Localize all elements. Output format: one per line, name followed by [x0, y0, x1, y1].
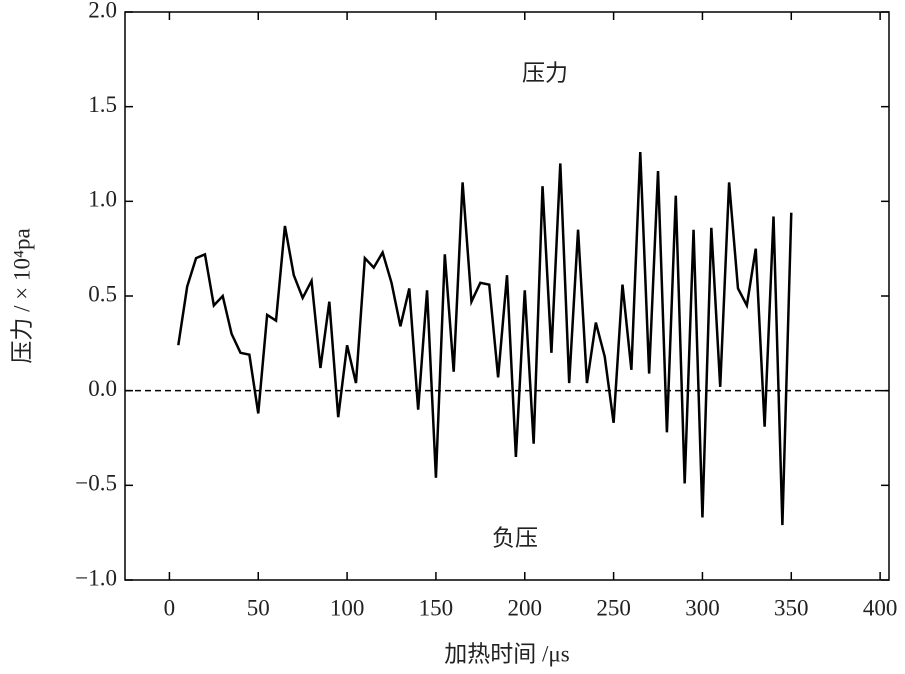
x-tick-label: 400 — [863, 595, 898, 620]
data-line — [177, 152, 793, 526]
x-tick-label: 150 — [419, 595, 454, 620]
y-tick-label: 1.0 — [88, 187, 117, 212]
y-tick-label: −0.5 — [75, 471, 117, 496]
x-tick-label: 50 — [247, 595, 270, 620]
y-tick-label: 1.5 — [88, 92, 117, 117]
annotation: 压力 — [522, 60, 568, 85]
y-tick-label: 0.5 — [88, 281, 117, 306]
x-tick-label: 300 — [685, 595, 720, 620]
y-axis-label: 压力 / × 10⁴pa — [9, 228, 34, 363]
x-tick-label: 250 — [596, 595, 631, 620]
x-tick-label: 0 — [164, 595, 176, 620]
x-tick-label: 350 — [774, 595, 809, 620]
y-tick-label: 2.0 — [88, 0, 117, 22]
y-tick-label: 0.0 — [88, 376, 117, 401]
x-tick-label: 200 — [508, 595, 543, 620]
y-tick-label: −1.0 — [75, 565, 117, 590]
x-axis-label: 加热时间 /μs — [444, 641, 569, 666]
x-tick-label: 100 — [330, 595, 365, 620]
annotation: 负压 — [492, 525, 538, 550]
